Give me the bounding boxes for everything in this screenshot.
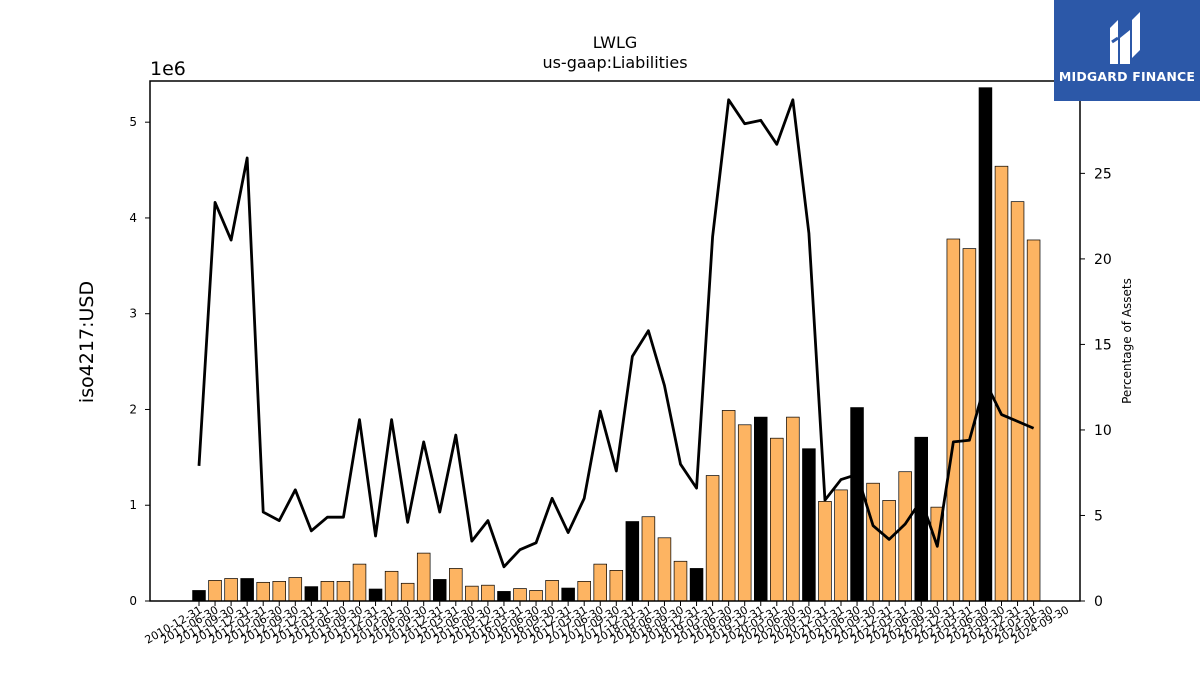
y-tick-label: 2: [129, 402, 137, 416]
brand-logo: MIDGARD FINANCE: [1054, 0, 1200, 101]
bar: [802, 448, 816, 602]
bar: [224, 578, 238, 602]
y-multiplier-label: 1e6: [150, 58, 186, 80]
brand-logo-text: MIDGARD FINANCE: [1058, 69, 1196, 84]
bar: [737, 424, 752, 602]
bar: [561, 587, 575, 602]
bar: [208, 580, 222, 602]
bar: [288, 577, 303, 602]
bar: [433, 579, 447, 602]
bar: [368, 588, 383, 602]
bar: [898, 471, 912, 602]
bar: [786, 416, 800, 602]
bar: [336, 581, 351, 602]
bar: [593, 563, 607, 602]
y-tick-label: 0: [129, 594, 137, 608]
y2-tick-label: 5: [1094, 508, 1103, 524]
y2-tick-label: 25: [1094, 166, 1112, 182]
line-layer: [197, 98, 1035, 569]
bar: [416, 552, 431, 602]
y2-axis-label: Percentage of Assets: [1120, 278, 1134, 404]
bar: [320, 581, 335, 602]
bar: [657, 537, 672, 602]
bar: [304, 586, 319, 602]
axes: 01234505101520252010-12-312011-06-302011…: [129, 115, 1111, 646]
bar: [978, 87, 993, 602]
y2-tick-label: 0: [1094, 594, 1103, 610]
bar: [497, 591, 511, 602]
y2-tick-label: 15: [1094, 337, 1112, 353]
bar: [705, 475, 720, 602]
chart-title: LWLG: [593, 33, 638, 52]
bar-group: [192, 87, 1041, 602]
bar: [449, 568, 463, 602]
y2-tick-label: 10: [1094, 423, 1112, 439]
bar: [609, 570, 624, 602]
bar: [770, 437, 784, 602]
bar: [673, 560, 688, 602]
y-tick-label: 4: [129, 211, 137, 225]
bar: [625, 521, 640, 602]
bar: [256, 581, 270, 602]
bar: [866, 482, 880, 602]
bar: [577, 581, 591, 602]
bar: [850, 407, 864, 602]
bar: [400, 582, 415, 602]
bar: [384, 570, 399, 602]
bar: [689, 568, 704, 602]
bar: [641, 516, 656, 602]
bar: [240, 578, 254, 602]
midgard-logo-icon: [1110, 12, 1140, 64]
bar: [545, 580, 559, 602]
bar: [352, 563, 367, 602]
bar: [946, 238, 961, 602]
y-tick-label: 5: [129, 115, 137, 129]
y-axis-label: iso4217:USD: [76, 281, 98, 403]
bar: [994, 165, 1009, 602]
plot-frame: [149, 80, 1081, 602]
bar: [882, 500, 896, 602]
series-line: [197, 98, 1035, 569]
bar: [481, 584, 495, 602]
bar: [1010, 201, 1025, 602]
bar: [465, 585, 479, 602]
bar: [834, 489, 848, 602]
bar: [192, 590, 206, 602]
bar: [721, 410, 736, 602]
bar: [818, 501, 832, 602]
bar: [513, 588, 527, 602]
y-tick-label: 3: [129, 307, 137, 321]
y-tick-label: 1: [129, 498, 137, 512]
bar: [272, 581, 287, 602]
y2-tick-label: 20: [1094, 252, 1112, 268]
bar: [914, 436, 928, 602]
bar: [529, 590, 543, 602]
bar: [753, 416, 768, 602]
bar: [1026, 239, 1041, 602]
chart-subtitle: us-gaap:Liabilities: [542, 53, 687, 72]
